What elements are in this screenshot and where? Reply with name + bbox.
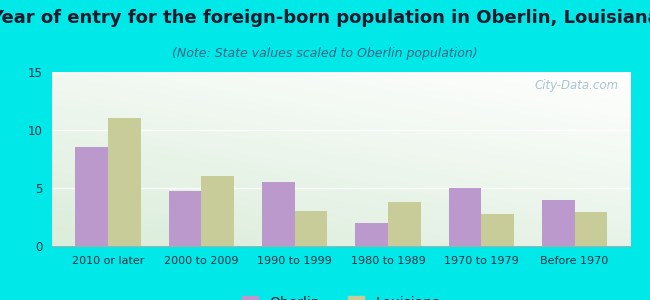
Bar (356, 223, 388, 246)
Bar (108, 118, 140, 246)
Bar (202, 176, 234, 246)
Bar (575, 212, 607, 246)
Legend: Oberlin, Louisiana: Oberlin, Louisiana (236, 290, 447, 300)
Text: City-Data.com: City-Data.com (535, 79, 619, 92)
Text: Year of entry for the foreign-born population in Oberlin, Louisiana: Year of entry for the foreign-born popul… (0, 9, 650, 27)
Bar (294, 211, 327, 246)
Bar (168, 191, 202, 246)
Text: (Note: State values scaled to Oberlin population): (Note: State values scaled to Oberlin po… (172, 46, 478, 59)
Bar (542, 200, 575, 246)
Bar (481, 214, 514, 246)
Bar (262, 182, 294, 246)
Bar (448, 188, 481, 246)
Bar (388, 202, 421, 246)
Bar (75, 147, 108, 246)
